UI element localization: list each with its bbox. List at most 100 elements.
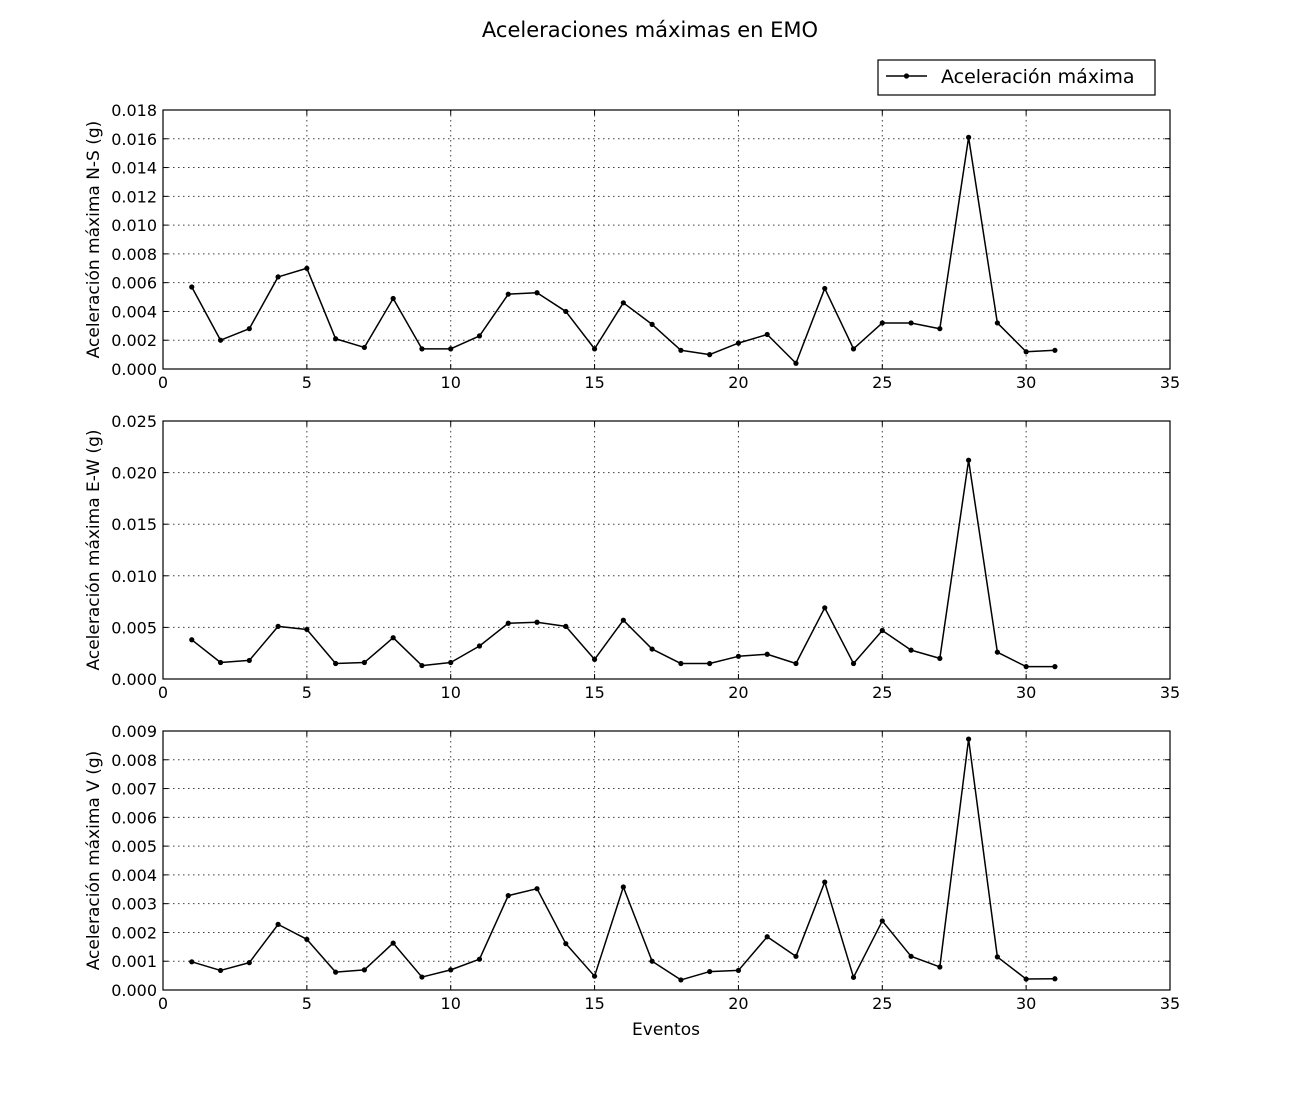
data-point — [908, 320, 914, 326]
data-point — [620, 300, 626, 306]
data-point — [275, 921, 281, 927]
data-point — [1023, 976, 1029, 982]
plot-frame — [162, 730, 1171, 991]
data-point — [217, 967, 224, 974]
data-point — [735, 340, 742, 346]
data-point — [246, 657, 252, 664]
legend-marker-sample — [903, 73, 910, 79]
y-tick-label: 0.000 — [111, 981, 157, 1000]
x-tick-label: 10 — [441, 683, 461, 702]
data-point — [678, 977, 684, 983]
x-tick-label: 35 — [1160, 373, 1180, 392]
data-point — [390, 295, 396, 302]
data-point — [822, 285, 828, 292]
data-point — [764, 651, 770, 657]
y-tick-label: 0.014 — [111, 159, 157, 178]
data-point — [850, 974, 857, 980]
data-point — [189, 637, 195, 643]
x-tick-label: 20 — [728, 994, 748, 1013]
y-axis-label-ns: Aceleración máxima N-S (g) — [84, 121, 104, 359]
x-tick-label: 25 — [872, 373, 892, 392]
data-point — [908, 953, 914, 959]
data-point — [649, 958, 655, 964]
series-line-ew — [191, 459, 1055, 668]
data-point — [476, 333, 483, 339]
y-axis-label-ew: Aceleración máxima E-W (g) — [84, 430, 104, 671]
legend-box — [877, 59, 1156, 96]
y-tick-label: 0.008 — [111, 245, 157, 264]
data-point — [505, 620, 511, 626]
data-point — [879, 627, 885, 634]
data-point — [994, 320, 1000, 326]
data-point — [563, 623, 569, 629]
data-point — [707, 968, 713, 975]
x-tick-label: 30 — [1016, 994, 1036, 1013]
data-point — [994, 954, 1000, 960]
y-tick-label: 0.012 — [111, 187, 157, 206]
data-point — [448, 967, 454, 973]
data-point — [246, 960, 252, 966]
y-tick-label: 0.005 — [111, 837, 157, 856]
data-point — [390, 635, 396, 641]
data-point — [333, 969, 339, 975]
data-point — [937, 326, 943, 332]
data-point — [361, 967, 367, 973]
subplot-ew: 0 5 10 15 20 25 30 35 0.000 0.005 0.010 0.015 0.020 0… — [84, 412, 1180, 702]
y-tick-label: 0.009 — [111, 722, 157, 741]
x-tick-label: 0 — [158, 994, 168, 1013]
data-point — [563, 308, 569, 315]
data-point — [764, 331, 770, 338]
data-point — [476, 643, 483, 649]
data-point — [822, 879, 828, 885]
data-point — [620, 617, 626, 623]
data-point — [275, 623, 281, 629]
data-point — [793, 660, 799, 667]
x-tick-label: 20 — [728, 373, 748, 392]
y-tick-label: 0.015 — [111, 515, 157, 534]
data-point — [189, 959, 195, 965]
data-point — [591, 346, 598, 352]
y-tick-label: 0.000 — [111, 360, 157, 379]
y-tick-label: 0.005 — [111, 618, 157, 637]
data-point — [304, 626, 310, 633]
data-point — [937, 964, 943, 970]
data-point — [620, 884, 626, 890]
y-tick-label: 0.000 — [111, 670, 157, 689]
data-point — [419, 974, 425, 980]
data-point — [476, 956, 483, 962]
data-point — [850, 346, 857, 352]
y-tick-label: 0.010 — [111, 216, 157, 235]
plot-frame — [162, 109, 1171, 370]
y-tick-label: 0.002 — [111, 331, 157, 350]
y-tick-label: 0.003 — [111, 895, 157, 914]
x-tick-label: 15 — [584, 683, 604, 702]
x-tick-label: 10 — [441, 373, 461, 392]
data-point — [1052, 347, 1058, 353]
data-point — [735, 967, 742, 974]
y-axis-label-v: Aceleración máxima V (g) — [84, 751, 104, 971]
data-point — [534, 886, 540, 892]
y-tick-label: 0.018 — [111, 101, 157, 120]
y-tick-label: 0.008 — [111, 751, 157, 770]
x-tick-label: 5 — [302, 683, 312, 702]
data-point — [764, 934, 770, 940]
x-tick-label: 25 — [872, 683, 892, 702]
x-tick-label: 0 — [158, 683, 168, 702]
y-tick-label: 0.004 — [111, 866, 157, 885]
x-tick-label: 35 — [1160, 683, 1180, 702]
data-point — [735, 653, 742, 659]
data-point — [361, 659, 367, 666]
y-tick-label: 0.007 — [111, 780, 157, 799]
y-tick-label: 0.004 — [111, 302, 157, 321]
data-point — [189, 284, 195, 290]
y-tick-label: 0.006 — [111, 808, 157, 827]
series-line-ns — [191, 136, 1055, 364]
data-point — [850, 660, 857, 667]
x-tick-label: 15 — [584, 994, 604, 1013]
data-point — [793, 953, 799, 959]
x-tick-label: 35 — [1160, 994, 1180, 1013]
data-point — [217, 337, 224, 343]
data-point — [966, 736, 972, 742]
plot-frame — [162, 420, 1171, 680]
